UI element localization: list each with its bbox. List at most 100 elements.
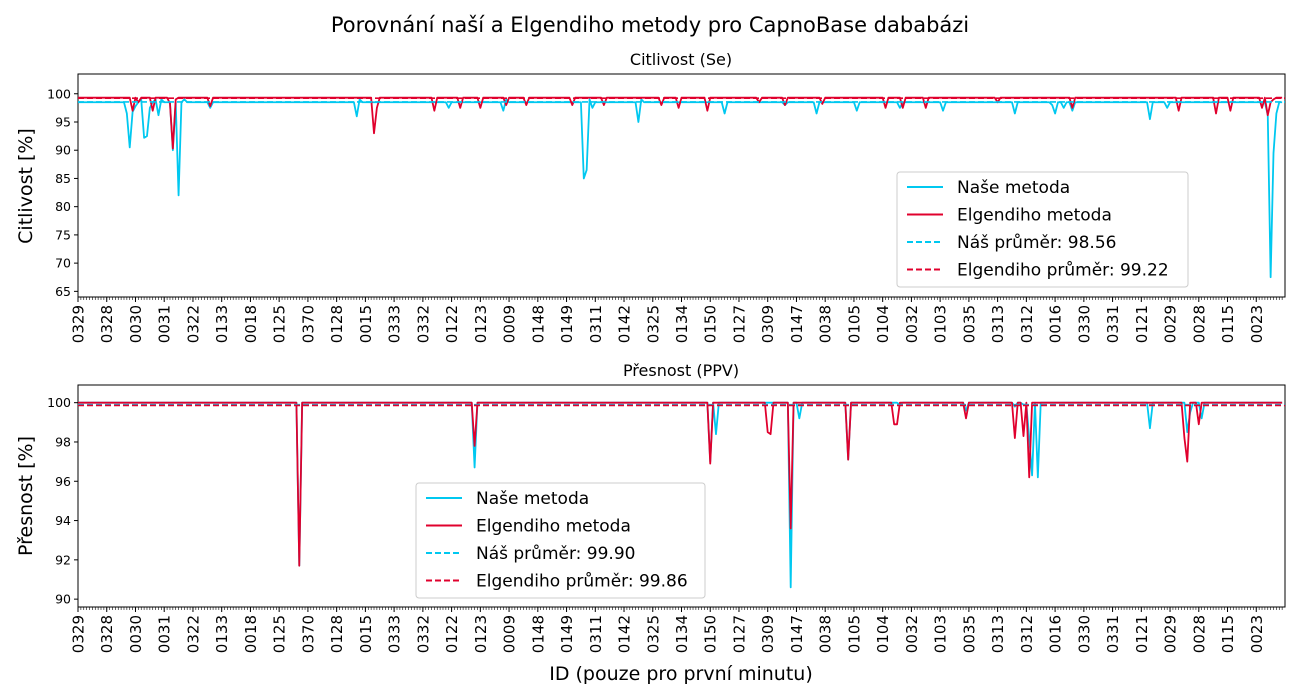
- x-tick-label: 0122: [443, 615, 461, 653]
- x-tick-label: 0038: [817, 305, 835, 343]
- x-tick-label: 0009: [501, 305, 519, 343]
- legend-entry: Naše metoda: [957, 178, 1070, 198]
- x-tick-label: 0023: [1248, 305, 1266, 343]
- sensitivity-plot-area: 65 70 75 80 85 90 95 100 0329 0328 0030 0031 0322 013…: [47, 73, 1286, 343]
- y-tick-label: 75: [55, 227, 71, 242]
- y-tick-label: 80: [55, 199, 71, 214]
- x-tick-label: 0330: [1075, 615, 1093, 653]
- y-tick-label: 92: [55, 552, 71, 567]
- legend-entry: Elgendiho metoda: [476, 517, 631, 537]
- x-tick-label: 0030: [127, 615, 145, 653]
- x-tick-label: 0149: [558, 305, 576, 343]
- sensitivity-panel: Citlivost (Se) Citlivost [%] 65 70 75 80 85 9…: [15, 50, 1286, 343]
- x-tick-label: 0309: [759, 305, 777, 343]
- x-tick-label: 0142: [616, 615, 634, 653]
- x-tick-label: 0031: [156, 615, 174, 653]
- precision-legend: Naše metoda Elgendiho metoda Náš průměr: 9…: [415, 482, 706, 599]
- x-tick-label: 0370: [299, 615, 317, 653]
- x-tick-label: 0332: [414, 615, 432, 653]
- x-tick-label: 0142: [616, 305, 634, 343]
- x-tick-label: 0333: [386, 615, 404, 653]
- x-tick-label: 0038: [817, 615, 835, 653]
- x-tick-label: 0147: [788, 615, 806, 653]
- sensitivity-ylabel: Citlivost [%]: [15, 128, 37, 244]
- x-tick-label: 0313: [989, 615, 1007, 653]
- x-tick-label: 0123: [472, 305, 490, 343]
- x-tick-label: 0016: [1047, 305, 1065, 343]
- x-tick-label: 0134: [673, 305, 691, 343]
- x-tick-label: 0115: [1219, 615, 1237, 653]
- x-tick-label: 0313: [989, 305, 1007, 343]
- figure-suptitle: Porovnání naší a Elgendiho metody pro Ca…: [331, 13, 969, 37]
- precision-panel: Přesnost (PPV) Přesnost [%] 90 92 94 96 98 10…: [15, 361, 1286, 653]
- x-tick-label: 0009: [501, 615, 519, 653]
- x-tick-label: 0150: [702, 615, 720, 653]
- x-tick-label: 0035: [960, 615, 978, 653]
- x-tick-label: 0030: [127, 305, 145, 343]
- legend-entry: Naše metoda: [476, 489, 589, 509]
- x-tick-label: 0103: [932, 615, 950, 653]
- x-tick-label: 0127: [730, 305, 748, 343]
- x-tick-label: 0149: [558, 615, 576, 653]
- series-line-elgendi: [78, 96, 1283, 150]
- x-tick-label: 0312: [1018, 615, 1036, 653]
- y-tick-label: 100: [47, 395, 71, 410]
- x-tick-label: 0121: [1133, 615, 1151, 653]
- x-tick-label: 0333: [386, 305, 404, 343]
- x-tick-label: 0134: [673, 615, 691, 653]
- x-tick-label: 0015: [357, 305, 375, 343]
- x-tick-label: 0311: [587, 615, 605, 653]
- x-tick-label: 0016: [1047, 615, 1065, 653]
- y-tick-label: 98: [55, 434, 71, 449]
- series-line-elgendi: [78, 401, 1283, 567]
- x-tick-label: 0148: [529, 615, 547, 653]
- x-tick-label: 0322: [184, 305, 202, 343]
- legend-entry: Elgendiho průměr: 99.22: [957, 261, 1169, 281]
- legend-entry: Náš průměr: 98.56: [957, 233, 1116, 253]
- y-tick-label: 96: [55, 474, 71, 489]
- x-tick-label: 0123: [472, 615, 490, 653]
- x-tick-label: 0125: [271, 615, 289, 653]
- sensitivity-title: Citlivost (Se): [630, 50, 732, 69]
- x-tick-label: 0311: [587, 305, 605, 343]
- x-tick-label: 0105: [845, 615, 863, 653]
- x-tick-label: 0103: [932, 305, 950, 343]
- x-tick-label: 0329: [70, 615, 88, 653]
- legend-box: [896, 171, 1189, 288]
- x-tick-label: 0150: [702, 305, 720, 343]
- x-tick-label: 0325: [644, 615, 662, 653]
- x-tick-label: 0122: [443, 305, 461, 343]
- x-tick-label: 0128: [328, 615, 346, 653]
- precision-plot-area: 90 92 94 96 98 100 0329 0328 0030 0031 0322 0133 001…: [47, 384, 1286, 653]
- x-tick-label: 0018: [242, 305, 260, 343]
- legend-box: [415, 482, 706, 599]
- y-tick-label: 70: [55, 256, 71, 271]
- x-tick-label: 0115: [1219, 305, 1237, 343]
- x-tick-label: 0148: [529, 305, 547, 343]
- x-tick-label: 0331: [1104, 305, 1122, 343]
- x-tick-label: 0325: [644, 305, 662, 343]
- x-tick-label: 0031: [156, 305, 174, 343]
- x-tick-label: 0032: [903, 305, 921, 343]
- x-tick-label: 0105: [845, 305, 863, 343]
- x-tick-label: 0322: [184, 615, 202, 653]
- x-tick-label: 0125: [271, 305, 289, 343]
- x-tick-label: 0332: [414, 305, 432, 343]
- precision-title: Přesnost (PPV): [623, 361, 739, 380]
- y-tick-label: 95: [55, 114, 71, 129]
- x-tick-label: 0127: [730, 615, 748, 653]
- x-tick-label: 0328: [98, 615, 116, 653]
- x-tick-label: 0104: [874, 615, 892, 653]
- x-tick-label: 0018: [242, 615, 260, 653]
- x-tick-label: 0032: [903, 615, 921, 653]
- x-tick-label: 0029: [1162, 305, 1180, 343]
- x-tick-label: 0329: [70, 305, 88, 343]
- x-tick-label: 0128: [328, 305, 346, 343]
- x-tick-label: 0028: [1190, 305, 1208, 343]
- x-tick-label: 0104: [874, 305, 892, 343]
- y-tick-label: 100: [47, 86, 71, 101]
- x-tick-label: 0133: [213, 615, 231, 653]
- legend-entry: Elgendiho metoda: [957, 206, 1112, 226]
- x-tick-label: 0370: [299, 305, 317, 343]
